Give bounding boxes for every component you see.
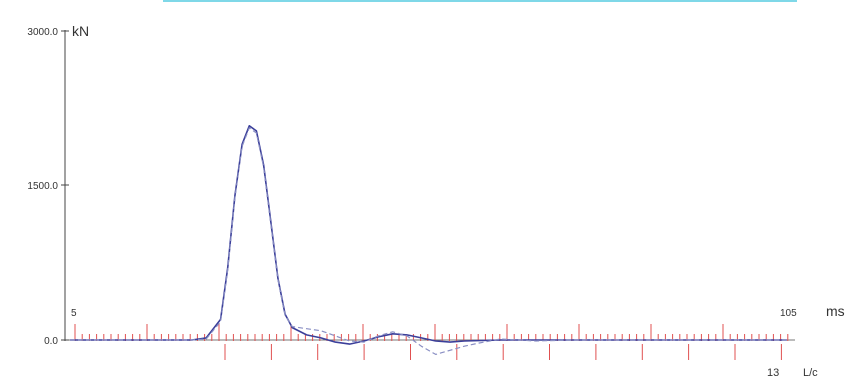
x-tick-marks xyxy=(74,324,789,360)
y-tick-label-top: 3000.0 xyxy=(27,27,58,38)
y-unit-label: kN xyxy=(72,23,89,39)
x-end-label: 105 xyxy=(780,308,797,319)
y-tick-label-mid: 1500.0 xyxy=(27,181,58,192)
secondary-end-label: 13 xyxy=(767,367,779,379)
x-unit-label: ms xyxy=(826,303,845,319)
series-line-dashed xyxy=(70,127,787,355)
x-start-label: 5 xyxy=(71,308,77,319)
series-layer xyxy=(70,125,787,355)
secondary-unit-label: L/c xyxy=(803,367,818,379)
y-tick-label-zero: 0.0 xyxy=(44,336,58,347)
series-line-solid xyxy=(70,125,787,345)
